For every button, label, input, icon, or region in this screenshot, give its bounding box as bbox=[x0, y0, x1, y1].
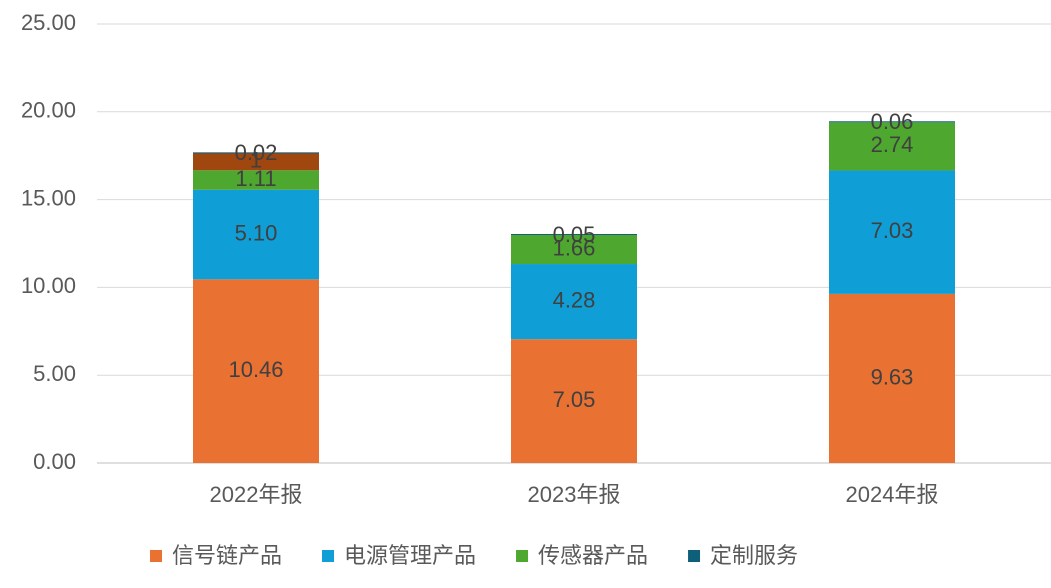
value-label: 7.05 bbox=[553, 387, 596, 412]
legend-label: 定制服务 bbox=[710, 543, 798, 568]
value-label: 0.02 bbox=[235, 140, 278, 165]
value-label: 1.66 bbox=[553, 235, 596, 260]
y-tick-label: 15.00 bbox=[21, 185, 76, 210]
legend-label: 信号链产品 bbox=[172, 543, 282, 568]
bar-segment bbox=[193, 189, 319, 280]
value-label: 9.63 bbox=[871, 364, 914, 389]
bar-segment bbox=[829, 293, 955, 463]
x-tick-label: 2023年报 bbox=[528, 482, 621, 507]
value-label: 1 bbox=[250, 147, 262, 172]
legend-marker bbox=[516, 550, 529, 562]
bar-segment bbox=[829, 170, 955, 294]
value-label: 0.05 bbox=[553, 222, 596, 247]
y-tick-label: 5.00 bbox=[33, 361, 76, 386]
value-label: 2.74 bbox=[871, 132, 914, 157]
y-tick-label: 25.00 bbox=[21, 10, 76, 35]
bar-segment bbox=[193, 152, 319, 171]
bar-segment bbox=[511, 234, 637, 265]
x-tick-label: 2022年报 bbox=[210, 482, 303, 507]
bar-segment bbox=[511, 339, 637, 463]
value-label: 5.10 bbox=[235, 220, 278, 245]
value-label: 4.28 bbox=[553, 287, 596, 312]
bar-segment bbox=[511, 264, 637, 340]
legend-label: 电源管理产品 bbox=[344, 543, 476, 568]
y-tick-label: 0.00 bbox=[33, 449, 76, 474]
value-label: 10.46 bbox=[228, 357, 283, 382]
bar-segment bbox=[193, 152, 319, 154]
legend-label: 传感器产品 bbox=[538, 543, 648, 568]
y-tick-label: 10.00 bbox=[21, 273, 76, 298]
y-tick-label: 20.00 bbox=[21, 98, 76, 123]
bar-segment bbox=[193, 279, 319, 463]
x-tick-label: 2024年报 bbox=[846, 482, 939, 507]
legend-marker bbox=[322, 550, 335, 562]
value-label: 7.03 bbox=[871, 218, 914, 243]
bar-segment bbox=[511, 234, 637, 236]
legend-marker bbox=[150, 550, 162, 562]
legend-marker bbox=[688, 550, 701, 562]
bar-segment bbox=[193, 170, 319, 190]
bar-segment bbox=[829, 122, 955, 171]
value-label: 0.06 bbox=[871, 109, 914, 134]
bar-segment bbox=[829, 121, 955, 123]
